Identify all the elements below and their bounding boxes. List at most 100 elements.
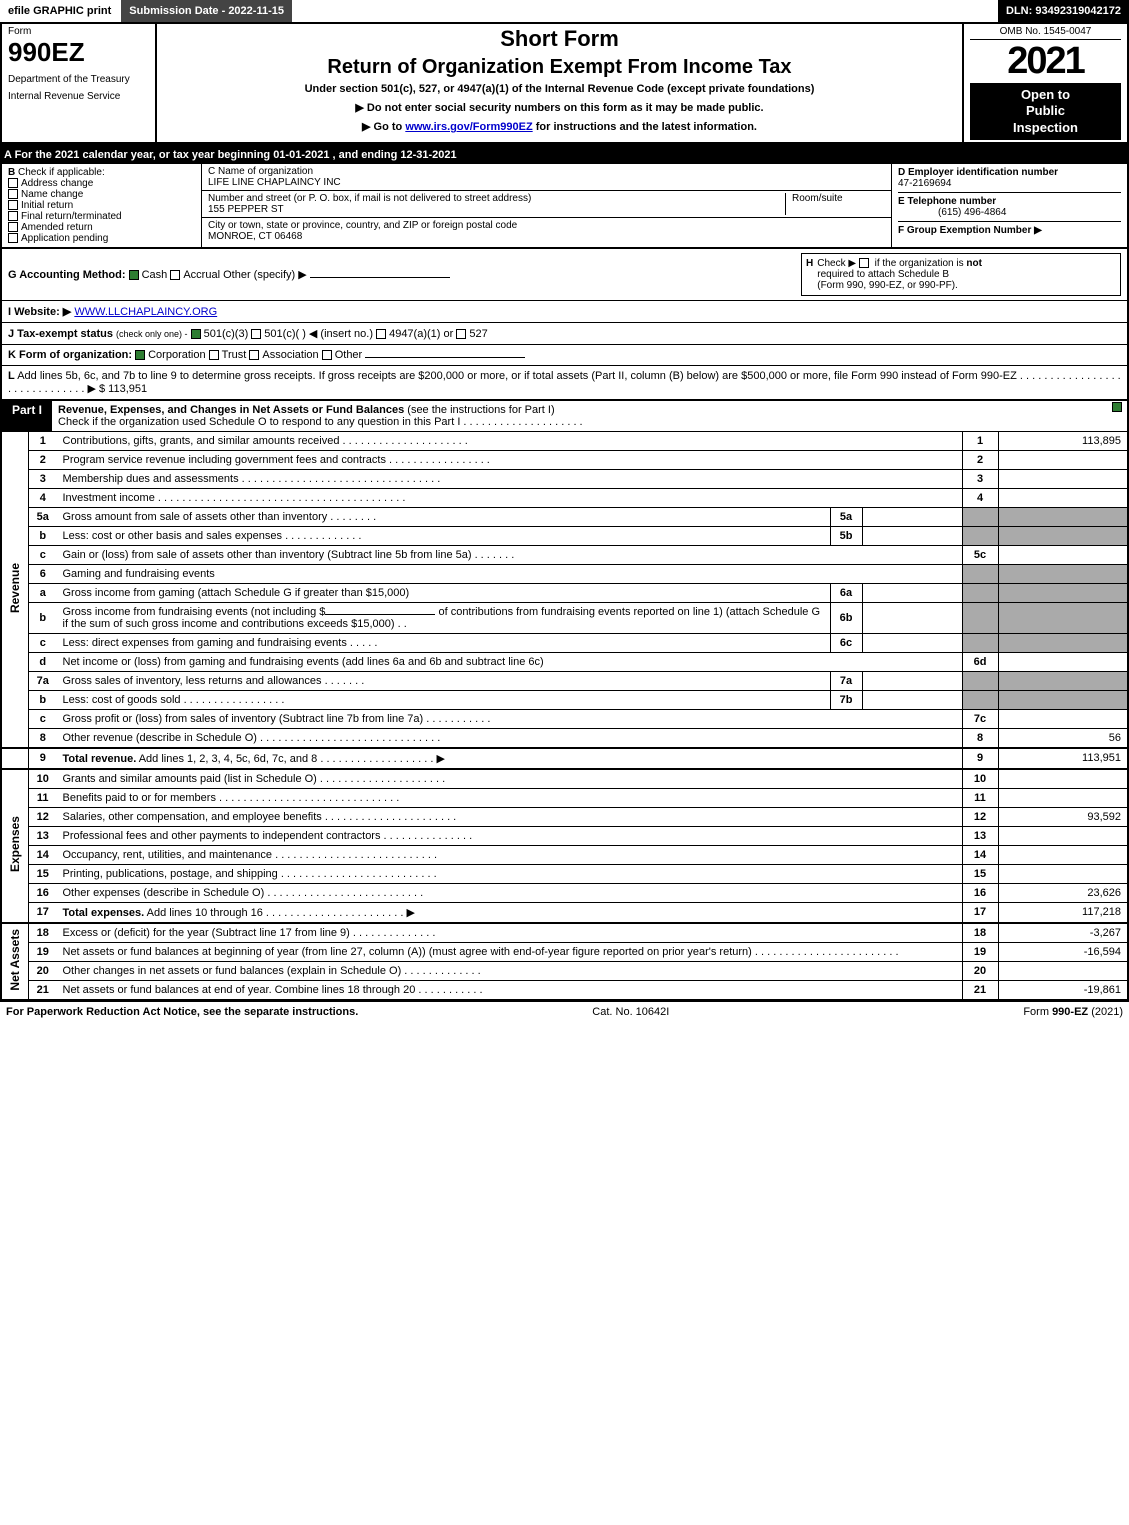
l13-no: 13 <box>29 826 57 845</box>
b-item-5: Application pending <box>21 233 108 244</box>
l19-text: Net assets or fund balances at beginning… <box>57 942 963 961</box>
k-o3: Association <box>262 349 318 361</box>
tax-year: 2021 <box>970 40 1121 83</box>
l5a-sub: 5a <box>830 507 862 526</box>
return-title: Return of Organization Exempt From Incom… <box>163 56 956 79</box>
l6b-num <box>962 602 998 633</box>
l21-text: Net assets or fund balances at end of ye… <box>57 980 963 1000</box>
ssn-warning: ▶ Do not enter social security numbers o… <box>163 101 956 114</box>
l20-text: Other changes in net assets or fund bala… <box>57 961 963 980</box>
e-label: E Telephone number <box>898 196 996 207</box>
checkbox-initial-return[interactable] <box>8 200 18 210</box>
street-value: 155 PEPPER ST <box>208 204 284 215</box>
l20-num: 20 <box>962 961 998 980</box>
l21-no: 21 <box>29 980 57 1000</box>
checkbox-h[interactable] <box>859 258 869 268</box>
line-k: K Form of organization: Corporation Trus… <box>0 345 1129 366</box>
checkbox-501c3[interactable] <box>191 329 201 339</box>
b-item-4: Amended return <box>21 222 93 233</box>
website-link[interactable]: WWW.LLCHAPLAINCY.ORG <box>74 306 217 318</box>
l7a-num <box>962 671 998 690</box>
j-o2: 501(c)( ) ◀ (insert no.) <box>264 328 373 340</box>
l5a-text: Gross amount from sale of assets other t… <box>57 507 831 526</box>
l16-text: Other expenses (describe in Schedule O) … <box>57 883 963 902</box>
l6d-amt <box>998 652 1128 671</box>
l9-bold: Total revenue. <box>63 753 137 765</box>
l5a-amt <box>998 507 1128 526</box>
l7a-amt <box>998 671 1128 690</box>
footer-right: Form 990-EZ (2021) <box>1023 1006 1123 1018</box>
checkbox-amended-return[interactable] <box>8 222 18 232</box>
checkbox-501c[interactable] <box>251 329 261 339</box>
l9-num: 9 <box>962 748 998 769</box>
checkbox-application-pending[interactable] <box>8 233 18 243</box>
l18-no: 18 <box>29 923 57 943</box>
l12-amt: 93,592 <box>998 807 1128 826</box>
submission-date: Submission Date - 2022-11-15 <box>121 0 294 22</box>
j-label: J Tax-exempt status <box>8 328 113 340</box>
l5a-subval <box>862 507 962 526</box>
b-item-0: Address change <box>21 178 93 189</box>
l18-num: 18 <box>962 923 998 943</box>
h-prefix: H <box>806 258 813 291</box>
k-label: K Form of organization: <box>8 349 132 361</box>
l14-no: 14 <box>29 845 57 864</box>
l7c-num: 7c <box>962 709 998 728</box>
l5a-no: 5a <box>29 507 57 526</box>
l8-amt: 56 <box>998 728 1128 748</box>
goto-link-line: ▶ Go to www.irs.gov/Form990EZ for instru… <box>163 120 956 133</box>
checkbox-address-change[interactable] <box>8 178 18 188</box>
checkbox-k-other[interactable] <box>322 350 332 360</box>
checkbox-4947[interactable] <box>376 329 386 339</box>
h-text1: Check ▶ <box>817 258 856 269</box>
checkbox-trust[interactable] <box>209 350 219 360</box>
l9-no: 9 <box>29 748 57 769</box>
l-text: Add lines 5b, 6c, and 7b to line 9 to de… <box>8 370 1121 395</box>
omb-number: OMB No. 1545-0047 <box>970 26 1121 40</box>
l5b-sub: 5b <box>830 526 862 545</box>
checkbox-corporation[interactable] <box>135 350 145 360</box>
b-item-2: Initial return <box>21 200 73 211</box>
j-suffix: (check only one) - <box>116 329 188 339</box>
part1-table: Revenue 1 Contributions, gifts, grants, … <box>0 432 1129 1001</box>
checkbox-cash[interactable] <box>129 270 139 280</box>
section-h: H Check ▶ if the organization is not req… <box>801 253 1121 296</box>
l6-text: Gaming and fundraising events <box>57 564 963 583</box>
l10-no: 10 <box>29 769 57 789</box>
c-label: C Name of organization <box>208 166 313 177</box>
checkbox-accrual[interactable] <box>170 270 180 280</box>
l4-text: Investment income . . . . . . . . . . . … <box>57 488 963 507</box>
l13-num: 13 <box>962 826 998 845</box>
l6c-num <box>962 633 998 652</box>
h-text4: (Form 990, 990-EZ, or 990-PF). <box>817 280 958 291</box>
room-label: Room/suite <box>792 193 843 204</box>
l6c-amt <box>998 633 1128 652</box>
l5b-num <box>962 526 998 545</box>
l5c-num: 5c <box>962 545 998 564</box>
g-other-blank <box>310 277 450 278</box>
l2-amt <box>998 450 1128 469</box>
city-label: City or town, state or province, country… <box>208 220 517 231</box>
short-form-title: Short Form <box>163 26 956 52</box>
k-o4: Other <box>335 349 363 361</box>
checkbox-527[interactable] <box>456 329 466 339</box>
irs-link[interactable]: www.irs.gov/Form990EZ <box>405 121 532 133</box>
checkbox-part1-o[interactable] <box>1112 402 1122 412</box>
l7b-no: b <box>29 690 57 709</box>
l10-amt <box>998 769 1128 789</box>
l2-num: 2 <box>962 450 998 469</box>
checkbox-name-change[interactable] <box>8 189 18 199</box>
checkbox-final-return[interactable] <box>8 211 18 221</box>
l15-num: 15 <box>962 864 998 883</box>
l6c-subval <box>862 633 962 652</box>
line-a: A For the 2021 calendar year, or tax yea… <box>0 144 1129 164</box>
h-text3: required to attach Schedule B <box>817 269 949 280</box>
checkbox-association[interactable] <box>249 350 259 360</box>
l13-text: Professional fees and other payments to … <box>57 826 963 845</box>
l18-text: Excess or (deficit) for the year (Subtra… <box>57 923 963 943</box>
l1-no: 1 <box>29 432 57 451</box>
l6d-no: d <box>29 652 57 671</box>
netassets-label: Net Assets <box>1 923 29 1000</box>
l17-no: 17 <box>29 902 57 923</box>
l6c-text: Less: direct expenses from gaming and fu… <box>57 633 831 652</box>
